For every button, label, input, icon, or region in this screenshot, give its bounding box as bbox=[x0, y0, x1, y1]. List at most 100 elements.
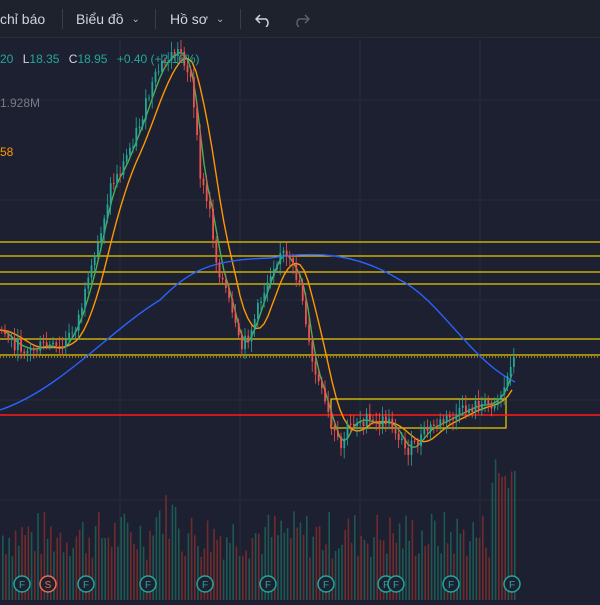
candle-body bbox=[269, 276, 272, 283]
volume-bar bbox=[194, 535, 196, 600]
volume-bar bbox=[30, 531, 33, 600]
chevron-down-icon: ⌄ bbox=[131, 13, 140, 25]
candle-body bbox=[295, 264, 298, 281]
high-value: 20 bbox=[0, 52, 14, 66]
volume-bar bbox=[98, 512, 100, 600]
candle-body bbox=[465, 405, 467, 414]
candle-body bbox=[234, 312, 237, 323]
volume-bar bbox=[66, 542, 68, 600]
candle-body bbox=[116, 174, 118, 184]
volume-bar bbox=[450, 532, 452, 600]
volume-bar bbox=[242, 555, 244, 600]
volume-bar bbox=[168, 538, 170, 600]
volume-bar bbox=[440, 553, 442, 600]
candle-body bbox=[122, 161, 125, 176]
candle-body bbox=[346, 423, 349, 439]
toolbar-divider bbox=[155, 9, 156, 29]
candle-body bbox=[244, 335, 246, 350]
candle-body bbox=[362, 421, 365, 427]
candle-body bbox=[81, 307, 83, 315]
candle-body bbox=[1, 330, 3, 331]
candle-body bbox=[260, 301, 262, 303]
fundamental-event-marker[interactable]: F bbox=[503, 575, 521, 593]
redo-button[interactable] bbox=[292, 0, 310, 38]
marker-circle bbox=[196, 575, 214, 593]
volume-bar bbox=[222, 559, 225, 600]
volume-bar bbox=[94, 525, 97, 600]
marker-label: F bbox=[393, 580, 399, 591]
candle-body bbox=[189, 72, 192, 78]
fundamental-event-marker[interactable]: F bbox=[196, 575, 214, 593]
volume-bar bbox=[302, 534, 305, 600]
profile-menu-button[interactable]: Hồ sơ ⌄ bbox=[170, 0, 224, 38]
volume-bar bbox=[354, 515, 356, 600]
volume-bar bbox=[219, 536, 222, 600]
candle-body bbox=[10, 337, 13, 340]
volume-bar bbox=[443, 511, 446, 600]
volume-bar bbox=[325, 544, 327, 600]
candle-body bbox=[257, 302, 259, 320]
volume-bar bbox=[514, 470, 516, 600]
candle-body bbox=[55, 342, 58, 347]
low-value: 18.35 bbox=[29, 52, 60, 66]
fundamental-event-marker[interactable]: F bbox=[317, 575, 335, 593]
candle-body bbox=[487, 400, 490, 405]
fundamental-event-marker[interactable]: F bbox=[387, 575, 405, 593]
fundamental-event-marker[interactable]: F bbox=[442, 575, 460, 593]
volume-bar bbox=[8, 537, 10, 600]
fundamental-event-marker[interactable]: F bbox=[13, 575, 31, 593]
marker-label: F bbox=[448, 580, 454, 591]
volume-bar bbox=[213, 528, 215, 600]
volume-bar bbox=[286, 528, 289, 600]
volume-bar bbox=[43, 512, 46, 600]
chevron-down-icon: ⌄ bbox=[215, 13, 225, 25]
volume-bar bbox=[126, 522, 129, 600]
candle-body bbox=[305, 300, 307, 325]
candle-body bbox=[215, 239, 218, 263]
fundamental-event-marker[interactable]: F bbox=[259, 575, 277, 593]
marker-label: F bbox=[509, 580, 515, 591]
candle-body bbox=[356, 423, 358, 427]
candle-body bbox=[228, 288, 230, 299]
volume-bar bbox=[210, 551, 212, 600]
volume-bar bbox=[491, 482, 494, 600]
price-zones[interactable] bbox=[0, 241, 600, 429]
candle-body bbox=[90, 265, 93, 278]
candle-body bbox=[65, 339, 67, 348]
candle-body bbox=[330, 412, 333, 426]
volume-bar bbox=[459, 533, 462, 600]
volume-bar bbox=[107, 537, 110, 600]
candle-body bbox=[388, 418, 390, 425]
volume-bar bbox=[18, 545, 20, 600]
marker-circle bbox=[387, 575, 405, 593]
fundamental-event-marker[interactable]: F bbox=[77, 575, 95, 593]
candle-body bbox=[375, 420, 378, 422]
volume-bar bbox=[389, 517, 391, 600]
volume-bar bbox=[405, 515, 407, 600]
candle-body bbox=[119, 174, 122, 176]
volume-bar bbox=[482, 515, 484, 600]
candle-body bbox=[455, 414, 458, 420]
candle-body bbox=[164, 60, 166, 62]
volume-bar bbox=[46, 539, 49, 600]
candle-body bbox=[423, 426, 426, 435]
volume-bar bbox=[414, 555, 417, 600]
fundamental-event-marker[interactable]: F bbox=[139, 575, 157, 593]
marker-circle bbox=[503, 575, 521, 593]
undo-button[interactable] bbox=[255, 0, 273, 38]
indicators-button[interactable]: chỉ báo bbox=[0, 0, 45, 38]
candle-body bbox=[509, 366, 512, 377]
change-value: +0.40 (+2.16%) bbox=[116, 52, 200, 66]
volume-bar bbox=[78, 529, 81, 600]
volume-bar bbox=[254, 533, 257, 600]
indicators-label: chỉ báo bbox=[0, 11, 46, 27]
split-event-marker[interactable]: S bbox=[39, 575, 57, 593]
volume-bar bbox=[187, 533, 190, 600]
close-value: 18.95 bbox=[77, 52, 108, 66]
chart-menu-button[interactable]: Biểu đồ ⌄ bbox=[76, 0, 140, 38]
candle-body bbox=[103, 218, 106, 234]
resistance-zone bbox=[0, 271, 600, 285]
